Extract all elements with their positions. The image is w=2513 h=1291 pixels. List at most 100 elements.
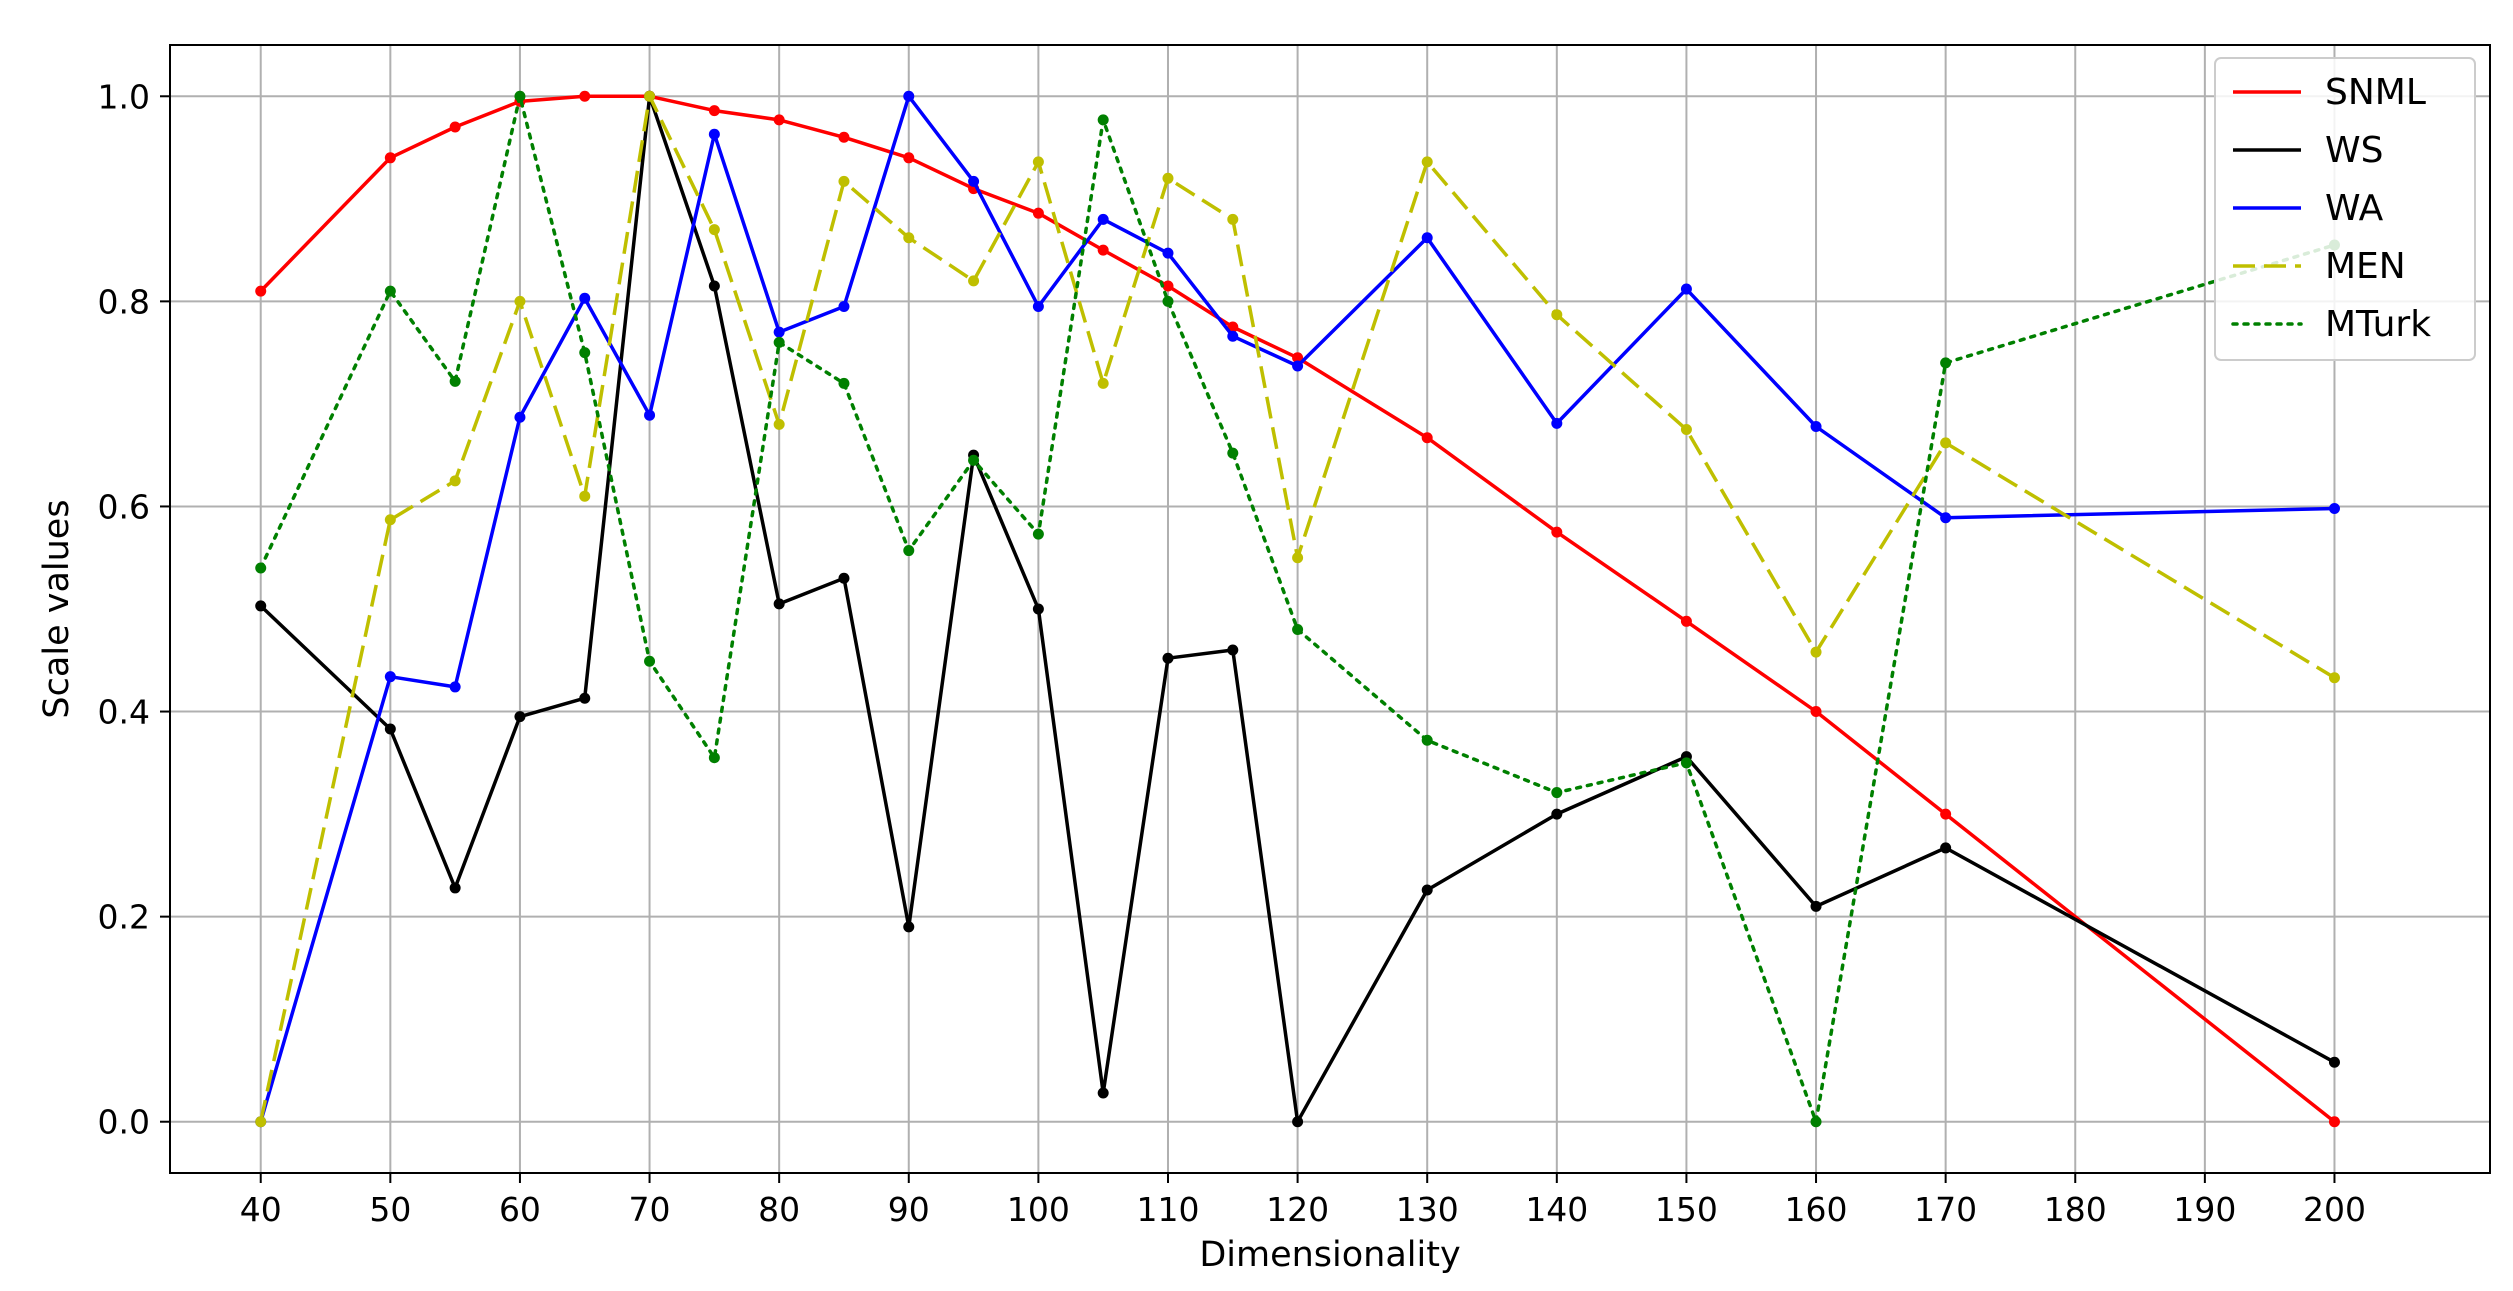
data-point-ws — [708, 280, 720, 292]
y-tick-label: 0.4 — [98, 693, 150, 732]
x-tick-label: 40 — [240, 1190, 282, 1229]
data-point-men — [1032, 156, 1044, 168]
data-point-mturk — [903, 545, 915, 557]
data-point-mturk — [1032, 528, 1044, 540]
data-point-mturk — [773, 336, 785, 348]
data-point-mturk — [579, 347, 591, 359]
data-point-wa — [579, 292, 591, 304]
data-point-ws — [1292, 1116, 1304, 1128]
y-tick-label: 0.2 — [98, 898, 150, 937]
y-tick-label: 0.8 — [98, 282, 150, 321]
legend-label-ws: WS — [2325, 130, 2383, 171]
data-point-snml — [1680, 615, 1692, 627]
series-line-ws — [259, 94, 2336, 1124]
series-men — [255, 90, 2340, 1128]
data-point-ws — [1227, 644, 1239, 656]
data-point-ws — [903, 921, 915, 933]
series-wa — [255, 90, 2340, 1128]
data-point-snml — [579, 90, 591, 102]
data-point-men — [968, 275, 980, 287]
data-point-mturk — [1551, 787, 1563, 799]
data-point-wa — [514, 411, 526, 423]
x-tick-label: 80 — [758, 1190, 800, 1229]
x-tick-label: 90 — [888, 1190, 930, 1229]
data-point-snml — [838, 131, 850, 143]
data-point-ws — [384, 723, 396, 735]
x-tick-label: 120 — [1266, 1190, 1329, 1229]
data-point-men — [1292, 552, 1304, 564]
data-point-men — [2328, 672, 2340, 684]
data-point-men — [1097, 377, 1109, 389]
data-point-men — [1162, 172, 1174, 184]
data-point-wa — [1680, 283, 1692, 295]
data-point-ws — [1032, 603, 1044, 615]
data-point-mturk — [1292, 624, 1304, 636]
data-point-wa — [968, 175, 980, 187]
data-point-mturk — [644, 655, 656, 667]
x-tick-label: 70 — [629, 1190, 671, 1229]
data-point-snml — [384, 152, 396, 164]
data-point-snml — [2328, 1116, 2340, 1128]
data-point-wa — [384, 671, 396, 683]
data-point-snml — [903, 152, 915, 164]
y-axis-label: Scale values — [37, 499, 77, 718]
data-point-men — [1680, 424, 1692, 436]
series-line-men — [258, 94, 2336, 1123]
data-point-wa — [838, 300, 850, 312]
data-point-ws — [1810, 900, 1822, 912]
data-point-mturk — [1097, 114, 1109, 126]
data-point-snml — [1292, 352, 1304, 364]
data-point-wa — [1810, 420, 1822, 432]
data-point-ws — [255, 600, 267, 612]
data-series — [255, 90, 2340, 1128]
data-point-mturk — [255, 562, 267, 574]
data-point-ws — [1162, 652, 1174, 664]
x-tick-label: 140 — [1525, 1190, 1588, 1229]
data-point-wa — [644, 409, 656, 421]
data-point-men — [708, 224, 720, 236]
data-point-wa — [1032, 300, 1044, 312]
y-tick-label: 0.6 — [98, 487, 150, 526]
series-line-wa — [259, 94, 2335, 1123]
data-point-mturk — [1680, 757, 1692, 769]
x-tick-label: 150 — [1655, 1190, 1718, 1229]
data-point-mturk — [1162, 295, 1174, 307]
series-line-mturk — [258, 94, 2337, 1124]
legend-label-mturk: MTurk — [2325, 304, 2431, 345]
data-point-snml — [1810, 706, 1822, 718]
x-tick-label: 200 — [2303, 1190, 2366, 1229]
data-point-men — [1227, 213, 1239, 225]
data-point-mturk — [1227, 447, 1239, 459]
data-point-snml — [255, 285, 267, 297]
x-tick-label: 60 — [499, 1190, 541, 1229]
x-axis-label: Dimensionality — [1199, 1235, 1460, 1275]
data-point-mturk — [384, 285, 396, 297]
data-point-wa — [1227, 330, 1239, 342]
x-tick-label: 130 — [1396, 1190, 1459, 1229]
data-point-wa — [2328, 503, 2340, 515]
data-point-men — [579, 490, 591, 502]
y-tick-label: 0.0 — [98, 1103, 150, 1142]
data-point-snml — [1551, 526, 1563, 538]
data-point-men — [255, 1116, 267, 1128]
plot-frame — [169, 44, 2491, 1174]
y-tick-label: 1.0 — [98, 77, 150, 116]
data-point-snml — [1032, 207, 1044, 219]
data-point-ws — [514, 711, 526, 723]
series-snml — [255, 90, 2340, 1128]
data-point-wa — [1421, 232, 1433, 244]
legend-label-snml: SNML — [2325, 72, 2426, 113]
data-point-wa — [1551, 417, 1563, 429]
data-point-snml — [708, 105, 720, 117]
data-point-ws — [838, 572, 850, 584]
data-point-ws — [1421, 884, 1433, 896]
data-point-wa — [1097, 213, 1109, 225]
data-point-ws — [1551, 808, 1563, 820]
data-point-men — [1940, 437, 1952, 449]
data-point-men — [1551, 309, 1563, 321]
data-point-ws — [449, 882, 461, 894]
axis-ticks: 40 50 60 70 80 90 100 110 120 130 140 150 160 170 180 1… — [98, 77, 2366, 1229]
data-point-wa — [773, 326, 785, 338]
